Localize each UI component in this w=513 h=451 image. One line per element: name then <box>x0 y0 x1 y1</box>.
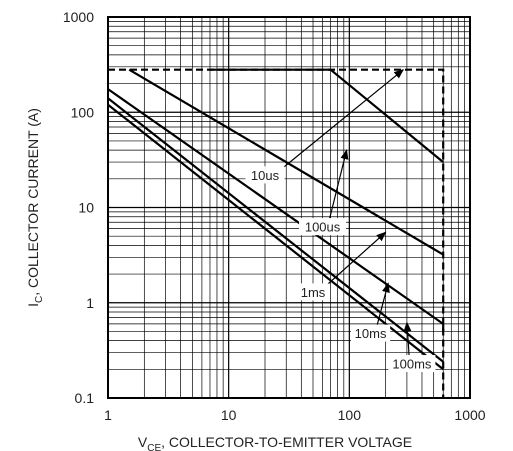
annotation-labels: 10us 100us 1ms 10ms 100ms <box>245 166 436 373</box>
y-tick-label: 100 <box>71 104 95 120</box>
x-tick-label: 100 <box>338 407 362 423</box>
annotation-label-1ms: 1ms <box>301 285 326 300</box>
annotation-label-100us: 100us <box>305 220 341 235</box>
annotation-arrow-1ms <box>324 231 387 287</box>
annotation-label-bg <box>350 324 391 342</box>
annotation-arrow-100ms <box>403 321 412 356</box>
x-tick-label: 10 <box>221 407 237 423</box>
series-line-1ms <box>107 88 445 332</box>
annotation-label-bg <box>297 283 329 301</box>
annotation-arrows <box>280 69 412 356</box>
annotation-label-100ms: 100ms <box>392 357 432 372</box>
series-line-100ms <box>107 103 444 371</box>
x-axis-label-sub: CE <box>147 443 161 451</box>
x-tick-label: 1 <box>104 407 112 423</box>
y-axis-label: IC, COLLECTOR CURRENT (A) <box>25 108 45 307</box>
series-line-10ms <box>107 97 444 363</box>
annotation-label-bg <box>388 355 436 373</box>
annotation-arrow-100us <box>329 149 349 219</box>
y-axis-label-sub: C <box>34 296 45 303</box>
y-axis-label-main: I <box>25 303 41 307</box>
tick-labels: 1 10 100 1000 0.1 1 10 100 1000 <box>63 9 486 423</box>
series-layer <box>107 68 445 371</box>
annotation-label-10ms: 10ms <box>355 326 387 341</box>
x-axis-label: VCE, COLLECTOR-TO-EMITTER VOLTAGE <box>138 434 412 451</box>
y-tick-label: 0.1 <box>75 390 95 406</box>
annotation-arrow-10ms <box>376 282 390 326</box>
annotation-label-10us: 10us <box>251 168 280 183</box>
annotation-label-bg <box>245 166 285 184</box>
x-axis-label-main: V <box>138 434 148 450</box>
plot-frame <box>107 16 471 399</box>
annotation-label-bg <box>299 218 347 236</box>
y-tick-label: 10 <box>78 200 94 216</box>
annotation-arrow-10us <box>280 69 405 171</box>
boundary-layer <box>108 68 445 398</box>
series-line-100us <box>128 68 444 256</box>
max-rating-boundary <box>108 68 445 398</box>
x-tick-label: 1000 <box>454 407 485 423</box>
x-axis-label-rest: , COLLECTOR-TO-EMITTER VOLTAGE <box>161 434 412 450</box>
y-axis-label-rest: , COLLECTOR CURRENT (A) <box>25 108 41 296</box>
y-tick-label: 1 <box>86 295 94 311</box>
series-line-10us <box>210 68 444 163</box>
y-tick-label: 1000 <box>63 9 94 25</box>
